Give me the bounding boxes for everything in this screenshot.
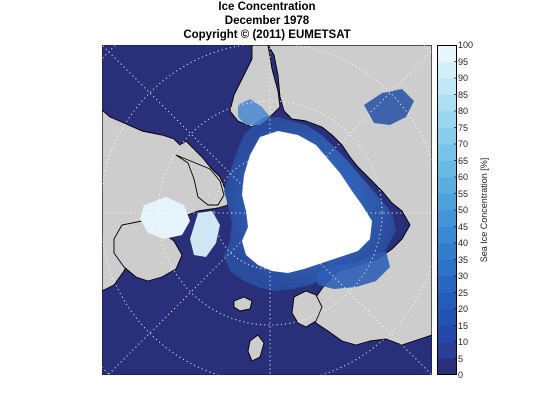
colorbar-segment <box>437 309 457 326</box>
colorbar-segment <box>437 144 457 161</box>
colorbar-tick-label: 75 <box>458 122 469 133</box>
landmass-canadian-archipelago <box>175 154 225 206</box>
colorbar-segment <box>437 342 457 359</box>
colorbar-title: Sea Ice Concentration [%] <box>479 157 489 263</box>
colorbar-segment <box>437 127 457 145</box>
colorbar-tick-label: 20 <box>458 304 469 314</box>
colorbar-tick-label: 65 <box>458 155 469 166</box>
graticule <box>102 45 432 375</box>
colorbar-tick-label: 55 <box>458 188 469 199</box>
sea-ice <box>140 89 414 291</box>
colorbar-tick-label: 30 <box>458 271 469 281</box>
figure-title-line3: Copyright © (2011) EUMETSAT <box>183 29 351 41</box>
colorbar-tick-label: 0 <box>458 370 464 380</box>
colorbar-tick-label: 10 <box>458 337 469 347</box>
colorbar-tick-label: 95 <box>458 56 469 67</box>
colorbar-tick-label: 60 <box>458 172 469 182</box>
colorbar-tick-label: 15 <box>458 320 469 331</box>
colorbar-tick-label: 85 <box>458 89 469 100</box>
ice-barents-kara <box>316 251 390 289</box>
landmass-iceland <box>233 296 253 312</box>
colorbar <box>437 45 457 375</box>
figure-title-line1: Ice Concentration <box>218 1 316 13</box>
colorbar-segment <box>437 259 457 277</box>
colorbar-segment <box>437 276 457 293</box>
ice-concentration-map <box>102 45 432 375</box>
colorbar-tick-label: 90 <box>458 73 469 83</box>
colorbar-segment <box>437 193 457 211</box>
colorbar-tick-label: 80 <box>458 106 469 116</box>
colorbar-segment <box>437 292 457 310</box>
colorbar-tick-label: 45 <box>458 221 469 232</box>
colorbar-segment <box>437 358 457 375</box>
colorbar-tick-label: 35 <box>458 254 469 265</box>
colorbar-tick-label: 50 <box>458 205 469 215</box>
landmass-scandinavia <box>291 290 323 328</box>
ice-bering-sea <box>238 99 270 125</box>
colorbar-segment <box>437 226 457 244</box>
colorbar-segment <box>437 243 457 260</box>
colorbar-tick-label: 70 <box>458 139 469 149</box>
colorbar-tick-label: 5 <box>458 353 464 364</box>
colorbar-segment <box>437 111 457 128</box>
colorbar-tick-label: 25 <box>458 287 469 298</box>
ice-baffin-bay <box>190 211 220 257</box>
ice-core-pack <box>242 131 372 273</box>
landmass-british-isles <box>247 334 265 362</box>
ice-hudson-bay <box>140 197 190 239</box>
colorbar-segment <box>437 325 457 343</box>
colorbar-segment <box>437 61 457 79</box>
figure-title-line2: December 1978 <box>224 15 310 27</box>
colorbar-tick-label: 100 <box>458 40 474 50</box>
colorbar-segment <box>437 45 457 62</box>
ice-okhotsk <box>364 89 414 125</box>
colorbar-segment <box>437 177 457 194</box>
colorbar-segment <box>437 210 457 227</box>
colorbar-segment <box>437 94 457 112</box>
colorbar-segment <box>437 78 457 95</box>
colorbar-tick-label: 40 <box>458 238 469 248</box>
colorbar-segment <box>437 160 457 178</box>
